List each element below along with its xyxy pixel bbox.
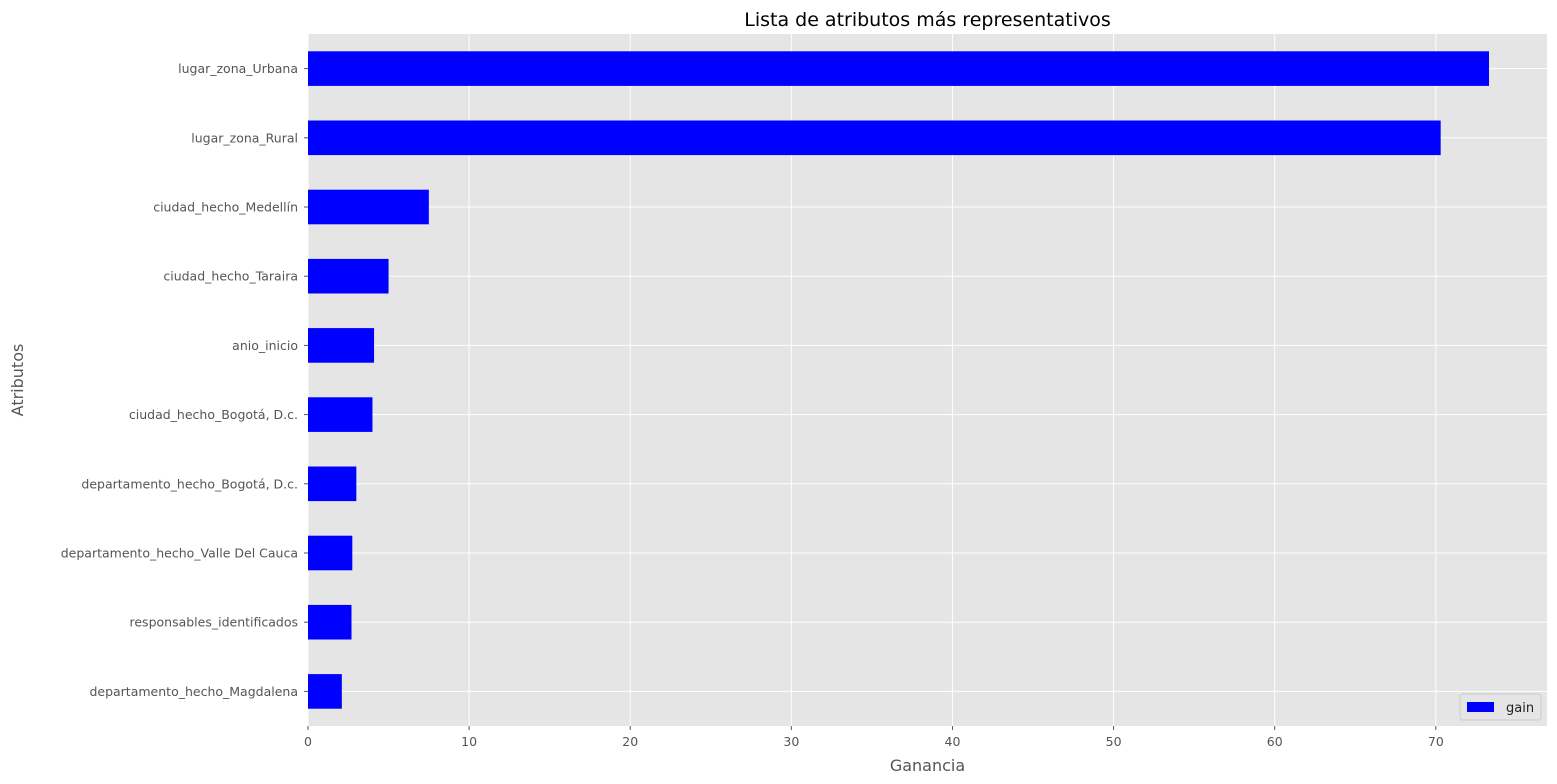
y-tick-label: departamento_hecho_Bogotá, D.c. [81,476,298,491]
bar-3 [308,258,389,294]
y-tick-label: responsables_identificados [130,615,299,630]
y-tick-label: lugar_zona_Urbana [178,61,298,76]
bar-8 [308,604,352,640]
bar-0 [308,51,1489,86]
y-tick-label: departamento_hecho_Magdalena [89,684,298,699]
y-tick-label: ciudad_hecho_Medellín [153,200,298,215]
x-tick-labels: 0 10 20 30 40 50 60 70 [304,726,1444,749]
x-tick-label: 20 [622,734,638,749]
x-tick-label: 50 [1106,734,1122,749]
chart-title: Lista de atributos más representativos [744,9,1111,31]
y-tick-label: anio_inicio [232,338,298,353]
y-tick-labels: lugar_zona_Urbana lugar_zona_Rural ciudad_… [61,61,308,699]
y-tick-label: ciudad_hecho_Bogotá, D.c. [129,407,298,422]
bar-4 [308,328,375,363]
bar-9 [308,674,342,709]
y-tick-label: departamento_hecho_Valle Del Cauca [61,546,298,561]
y-axis-label: Atributos [8,344,27,417]
legend-box [1459,693,1542,721]
x-tick-label: 70 [1428,734,1444,749]
bar-5 [308,397,373,432]
x-tick-label: 0 [304,734,312,749]
x-tick-label: 30 [783,734,799,749]
y-tick-label: ciudad_hecho_Taraira [163,269,298,284]
bar-7 [308,535,353,571]
y-tick-label: lugar_zona_Rural [191,130,298,145]
bar-1 [308,120,1441,156]
bar-2 [308,189,429,225]
legend: gain [1459,693,1542,721]
x-axis-label: Ganancia [890,756,965,775]
bar-6 [308,466,357,502]
x-tick-label: 60 [1267,734,1283,749]
legend-label: gain [1506,701,1534,716]
x-tick-label: 10 [461,734,477,749]
x-tick-label: 40 [945,734,961,749]
bars [308,51,1489,709]
legend-swatch [1467,702,1494,712]
